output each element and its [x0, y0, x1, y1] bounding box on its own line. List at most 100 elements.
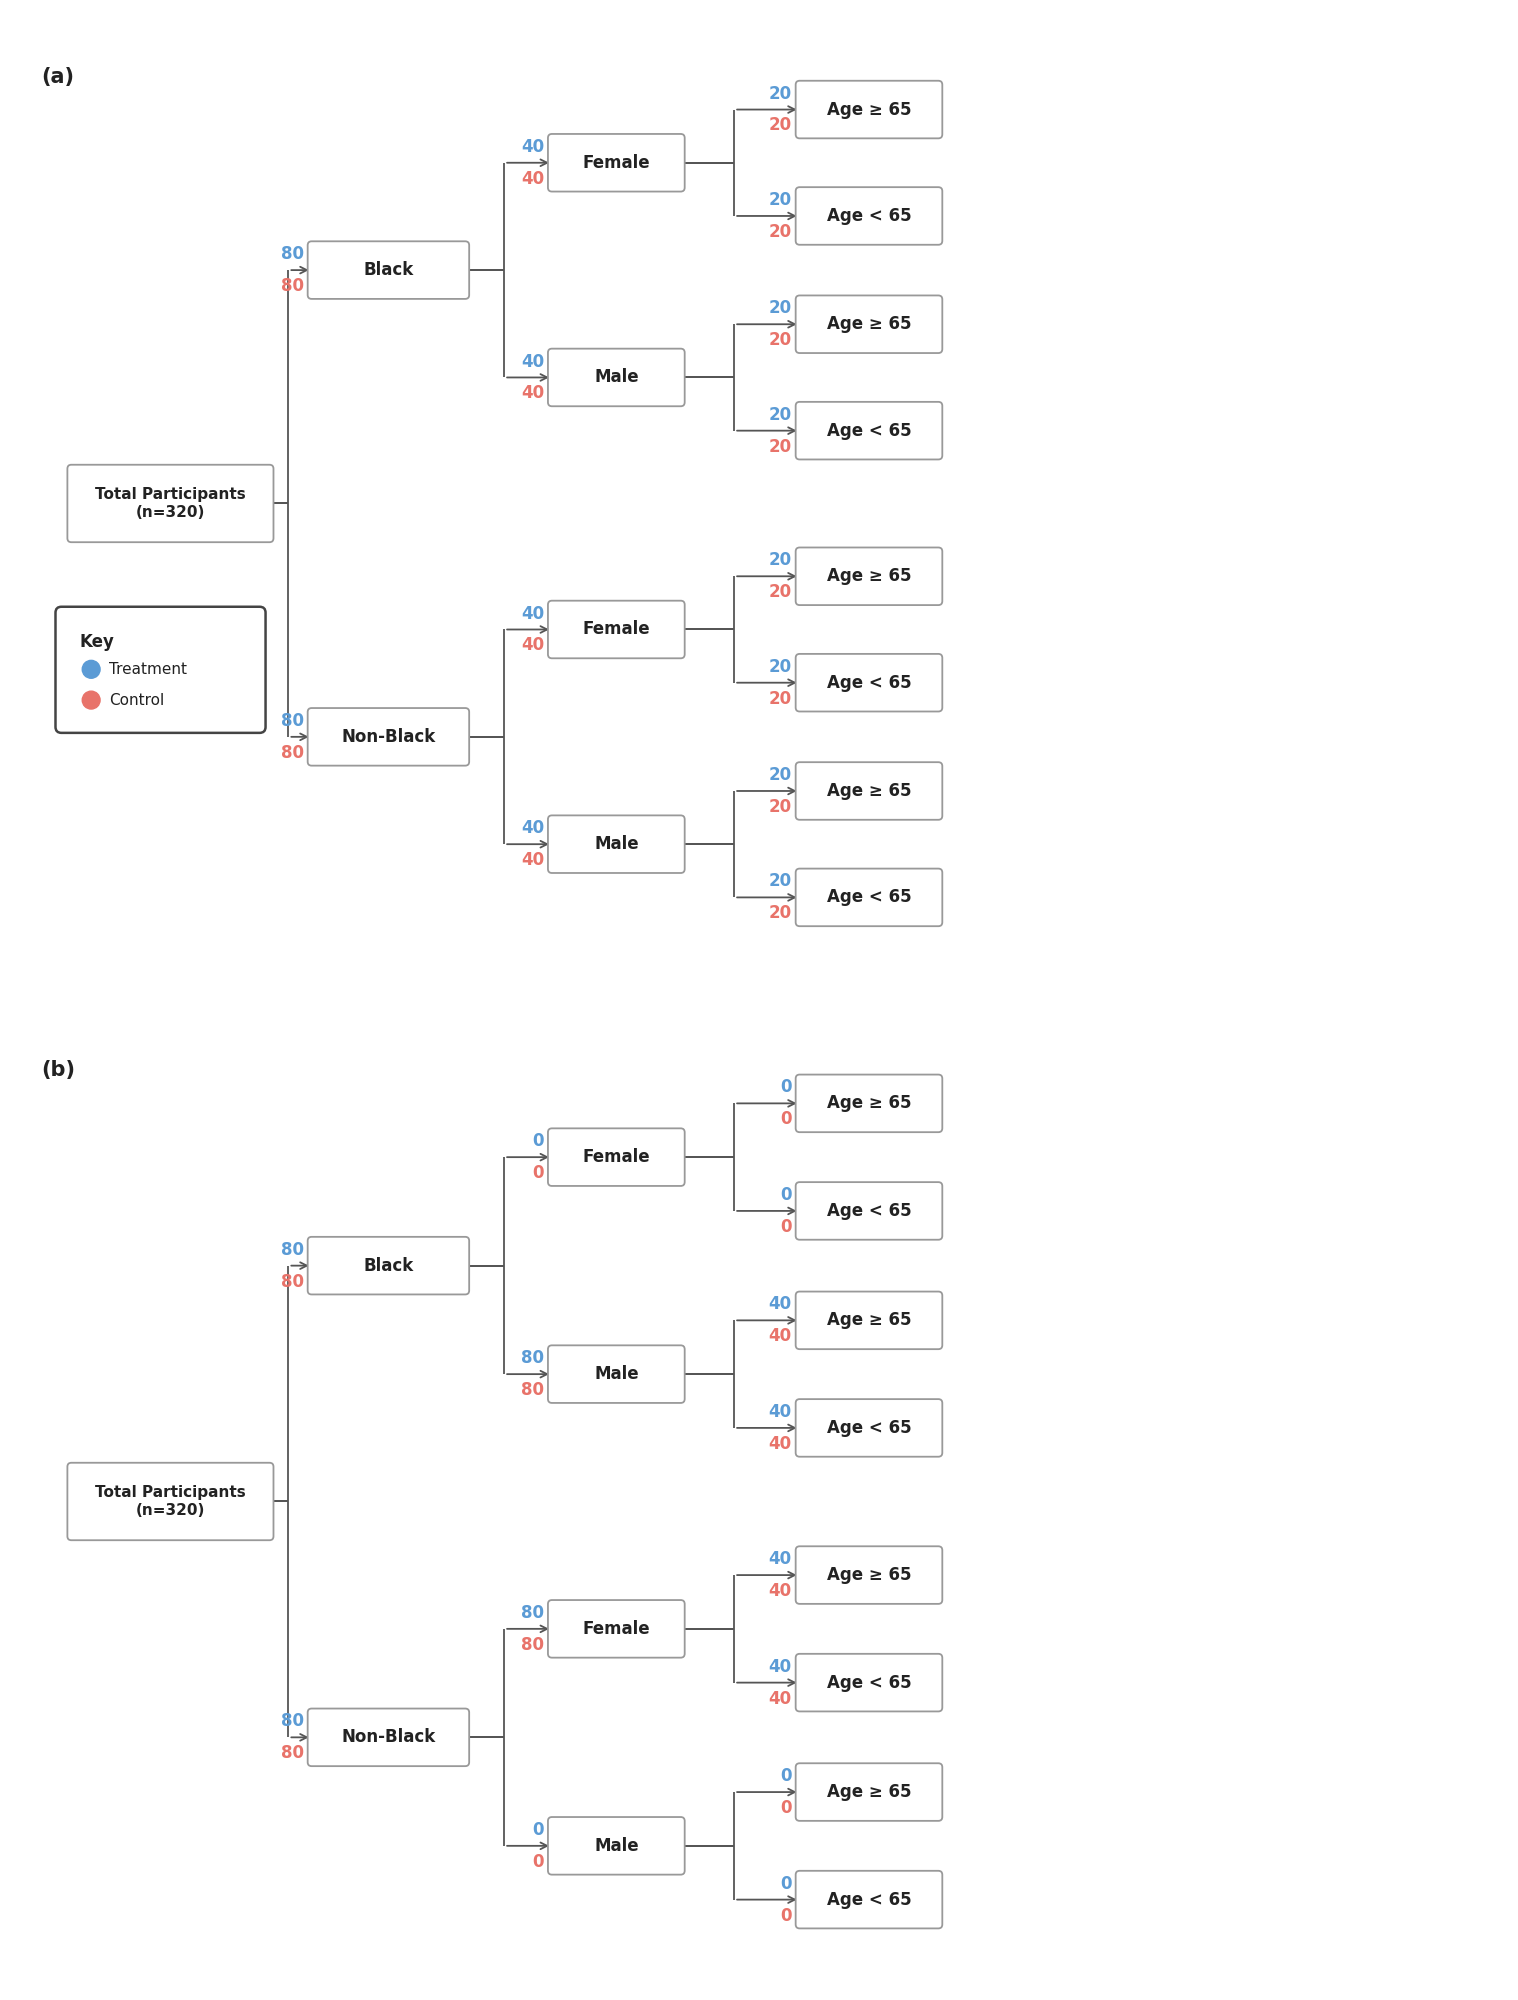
Text: 0: 0 [533, 1852, 543, 1870]
FancyBboxPatch shape [308, 1236, 469, 1294]
Text: 20: 20 [768, 116, 792, 134]
Text: 0: 0 [780, 1768, 792, 1786]
Text: 80: 80 [281, 1712, 304, 1730]
Text: Total Participants
(n=320): Total Participants (n=320) [96, 1486, 246, 1518]
Text: Age ≥ 65: Age ≥ 65 [827, 1566, 911, 1584]
Text: Key: Key [79, 632, 114, 650]
FancyBboxPatch shape [548, 348, 685, 406]
Text: 20: 20 [768, 300, 792, 318]
Text: Treatment: Treatment [109, 662, 187, 676]
FancyBboxPatch shape [308, 1708, 469, 1766]
Text: 0: 0 [780, 1906, 792, 1924]
FancyBboxPatch shape [795, 188, 943, 244]
Text: 20: 20 [768, 690, 792, 708]
Text: 80: 80 [281, 712, 304, 730]
Circle shape [82, 692, 100, 710]
Text: 40: 40 [521, 852, 543, 870]
Text: Male: Male [594, 836, 639, 854]
Text: Non-Black: Non-Black [342, 1728, 436, 1746]
Text: Age < 65: Age < 65 [827, 1418, 911, 1436]
Text: 40: 40 [521, 636, 543, 654]
Text: Male: Male [594, 1836, 639, 1854]
Text: Total Participants
(n=320): Total Participants (n=320) [96, 488, 246, 520]
FancyBboxPatch shape [795, 1654, 943, 1712]
Text: 80: 80 [281, 1240, 304, 1258]
FancyBboxPatch shape [548, 1346, 685, 1402]
Text: 40: 40 [768, 1434, 792, 1452]
Text: 20: 20 [768, 584, 792, 602]
Text: 80: 80 [281, 1272, 304, 1290]
Text: 80: 80 [281, 1744, 304, 1762]
Text: Black: Black [363, 1256, 413, 1274]
FancyBboxPatch shape [67, 464, 273, 542]
Text: Male: Male [594, 368, 639, 386]
FancyBboxPatch shape [548, 1818, 685, 1874]
Text: Age ≥ 65: Age ≥ 65 [827, 782, 911, 800]
Circle shape [82, 660, 100, 678]
Text: 80: 80 [521, 1604, 543, 1622]
Text: 20: 20 [768, 798, 792, 816]
Text: 0: 0 [780, 1186, 792, 1204]
Text: 0: 0 [780, 1110, 792, 1128]
FancyBboxPatch shape [795, 868, 943, 926]
Text: Female: Female [583, 154, 650, 172]
Text: Age < 65: Age < 65 [827, 1202, 911, 1220]
FancyBboxPatch shape [795, 548, 943, 606]
FancyBboxPatch shape [795, 1870, 943, 1928]
Text: 0: 0 [780, 1078, 792, 1096]
Text: 40: 40 [768, 1550, 792, 1568]
Text: 40: 40 [768, 1328, 792, 1346]
FancyBboxPatch shape [795, 402, 943, 460]
Text: 40: 40 [521, 604, 543, 622]
Text: Female: Female [583, 1620, 650, 1638]
Text: Age ≥ 65: Age ≥ 65 [827, 1784, 911, 1802]
Text: 20: 20 [768, 406, 792, 424]
Text: 20: 20 [768, 192, 792, 210]
Text: 20: 20 [768, 84, 792, 102]
Text: Age < 65: Age < 65 [827, 674, 911, 692]
Text: 20: 20 [768, 872, 792, 890]
FancyBboxPatch shape [67, 1462, 273, 1540]
Text: 0: 0 [533, 1820, 543, 1838]
FancyBboxPatch shape [795, 1182, 943, 1240]
FancyBboxPatch shape [548, 1600, 685, 1658]
Text: 20: 20 [768, 222, 792, 240]
Text: Age ≥ 65: Age ≥ 65 [827, 100, 911, 118]
Text: Age ≥ 65: Age ≥ 65 [827, 568, 911, 586]
Text: Age < 65: Age < 65 [827, 1890, 911, 1908]
Text: Age ≥ 65: Age ≥ 65 [827, 316, 911, 334]
FancyBboxPatch shape [795, 1074, 943, 1132]
FancyBboxPatch shape [795, 1546, 943, 1604]
FancyBboxPatch shape [548, 816, 685, 872]
Text: 40: 40 [768, 1402, 792, 1420]
Text: Age < 65: Age < 65 [827, 888, 911, 906]
Text: 40: 40 [521, 170, 543, 188]
Text: 40: 40 [768, 1690, 792, 1708]
Text: Female: Female [583, 1148, 650, 1166]
Text: 40: 40 [521, 820, 543, 838]
Text: 40: 40 [521, 384, 543, 402]
Text: 20: 20 [768, 332, 792, 350]
Text: Black: Black [363, 262, 413, 280]
Text: 80: 80 [521, 1350, 543, 1368]
FancyBboxPatch shape [795, 1400, 943, 1456]
Text: 0: 0 [780, 1800, 792, 1818]
Text: 20: 20 [768, 766, 792, 784]
Text: 40: 40 [521, 138, 543, 156]
Text: 40: 40 [768, 1582, 792, 1600]
Text: 80: 80 [521, 1636, 543, 1654]
FancyBboxPatch shape [795, 654, 943, 712]
Text: (b): (b) [41, 1060, 76, 1080]
Text: 40: 40 [521, 352, 543, 370]
FancyBboxPatch shape [795, 1764, 943, 1820]
Text: 0: 0 [533, 1132, 543, 1150]
Text: Control: Control [109, 692, 164, 708]
Text: 20: 20 [768, 904, 792, 922]
Text: Female: Female [583, 620, 650, 638]
Text: Age ≥ 65: Age ≥ 65 [827, 1094, 911, 1112]
FancyBboxPatch shape [548, 600, 685, 658]
Text: 0: 0 [780, 1218, 792, 1236]
FancyBboxPatch shape [308, 708, 469, 766]
Text: 20: 20 [768, 552, 792, 570]
Text: 20: 20 [768, 658, 792, 676]
